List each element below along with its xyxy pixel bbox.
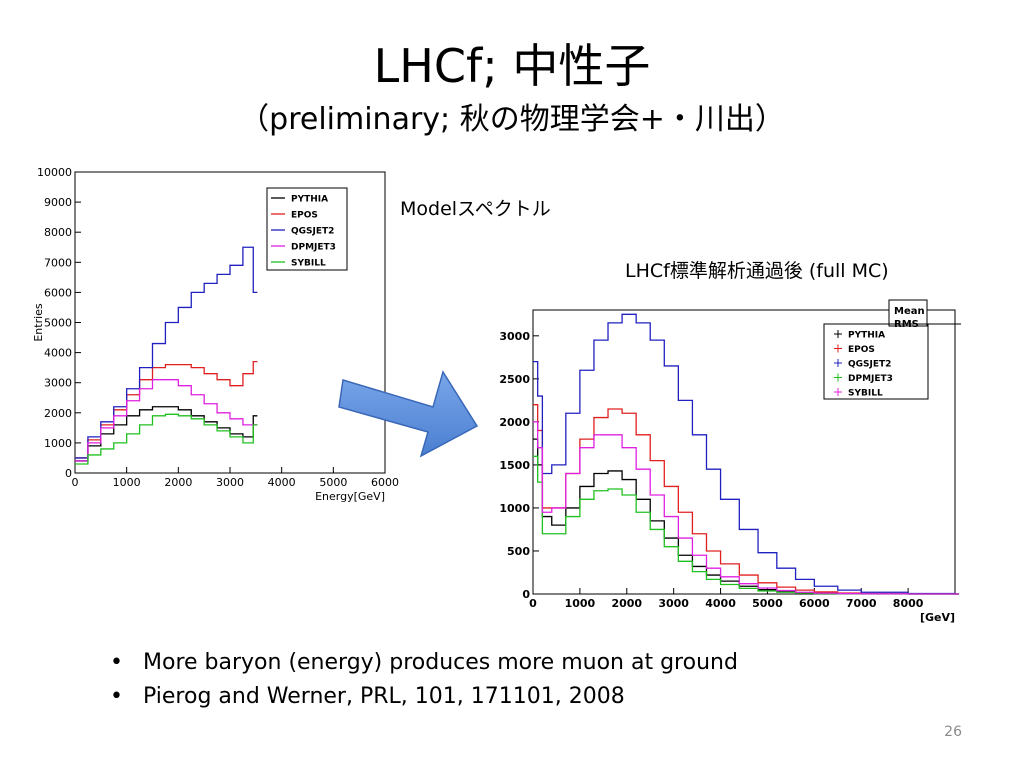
- legend-entry-dpmjet3: DPMJET3: [291, 243, 336, 253]
- x-tick-label: 5000: [319, 476, 347, 489]
- y-tick-label: 10000: [37, 166, 72, 179]
- legend-entry-pythia: PYTHIA: [848, 331, 885, 341]
- series-line-sybill: [533, 421, 959, 595]
- series-line-sybill: [75, 413, 258, 465]
- y-tick-label: 3000: [44, 377, 72, 390]
- series-line-qgsjet2: [75, 246, 258, 459]
- y-tick-label: 3000: [499, 330, 530, 343]
- x-tick-label: 1000: [565, 597, 596, 610]
- legend-entry-sybill: SYBILL: [848, 389, 883, 399]
- x-axis-label: [GeV]: [920, 611, 955, 624]
- model-spectrum-chart: 0 1000 2000 3000 4000 5000 6000 7000 8000 9000 100…: [32, 166, 399, 503]
- x-tick-label: 8000: [893, 597, 924, 610]
- series-line-qgsjet2: [533, 313, 959, 595]
- legend-entry-epos: EPOS: [848, 345, 875, 355]
- legend-entry-dpmjet3: DPMJET3: [848, 374, 893, 384]
- y-tick-label: 8000: [44, 226, 72, 239]
- page-number: 26: [944, 724, 962, 740]
- y-tick-label: 500: [507, 545, 530, 558]
- lhcf-analysis-label: LHCf標準解析通過後 (full MC): [625, 260, 889, 282]
- stats-entry-rms: RMS: [894, 319, 919, 330]
- y-tick-label: 2500: [499, 373, 530, 386]
- x-tick-label: 1000: [113, 476, 141, 489]
- lhcf-spectrum-chart: 0 500 1000 1500 2000 2500 3000 0 1000 2000 3000 400…: [499, 299, 961, 624]
- bullet-item-baryon: More baryon (energy) produces more muon …: [110, 646, 738, 680]
- legend-entry-sybill: SYBILL: [291, 259, 326, 269]
- x-tick-label: 5000: [752, 597, 783, 610]
- y-tick-label: 4000: [44, 347, 72, 360]
- stats-box: [888, 299, 928, 327]
- series-line-dpmjet3: [533, 455, 959, 595]
- x-axis-label: Energy[GeV]: [315, 490, 385, 503]
- y-tick-label: 0: [65, 467, 72, 480]
- plot-frame: [532, 309, 956, 595]
- x-tick-label: 3000: [216, 476, 244, 489]
- legend-box: [266, 187, 348, 271]
- slide-title: LHCf; 中性子: [373, 39, 651, 93]
- x-tick-label: 4000: [705, 597, 736, 610]
- y-tick-label: 2000: [44, 407, 72, 420]
- arrow-right-icon: [338, 370, 479, 458]
- stats-entry-mean: Mean: [894, 306, 925, 317]
- series-line-pythia: [533, 438, 959, 595]
- y-tick-label: 7000: [44, 256, 72, 269]
- y-tick-label: 1000: [499, 502, 530, 515]
- series-line-dpmjet3: [75, 379, 258, 462]
- series-line-pythia: [75, 406, 258, 462]
- x-tick-label: 4000: [268, 476, 296, 489]
- legend-entry-pythia: PYTHIA: [291, 195, 328, 205]
- x-tick-label: 6000: [799, 597, 830, 610]
- x-tick-label: 3000: [658, 597, 689, 610]
- y-axis-label: Entries: [32, 303, 45, 342]
- x-tick-label: 7000: [846, 597, 877, 610]
- x-tick-label: 0: [529, 597, 537, 610]
- legend-entry-qgsjet2: QGSJET2: [291, 227, 334, 237]
- x-tick-label: 2000: [611, 597, 642, 610]
- bullet-item-reference: Pierog and Werner, PRL, 101, 171101, 200…: [110, 680, 738, 714]
- y-tick-label: 9000: [44, 196, 72, 209]
- legend-entry-qgsjet2: QGSJET2: [848, 360, 891, 370]
- x-tick-label: 6000: [371, 476, 399, 489]
- y-tick-label: 6000: [44, 286, 72, 299]
- bullet-list: More baryon (energy) produces more muon …: [110, 646, 738, 714]
- x-tick-label: 2000: [164, 476, 192, 489]
- model-spectrum-label: Modelスペクトル: [400, 198, 551, 220]
- y-tick-label: 0: [522, 588, 530, 601]
- y-tick-label: 2000: [499, 416, 530, 429]
- x-tick-label: 0: [72, 476, 79, 489]
- y-tick-label: 5000: [44, 317, 72, 330]
- y-tick-label: 1500: [499, 459, 530, 472]
- y-tick-label: 1000: [44, 437, 72, 450]
- legend-box: [823, 323, 929, 400]
- series-line-epos: [75, 360, 258, 459]
- legend-entry-epos: EPOS: [291, 211, 318, 221]
- slide-subtitle: （preliminary; 秋の物理学会+・川出）: [239, 102, 785, 137]
- series-line-epos: [533, 404, 959, 595]
